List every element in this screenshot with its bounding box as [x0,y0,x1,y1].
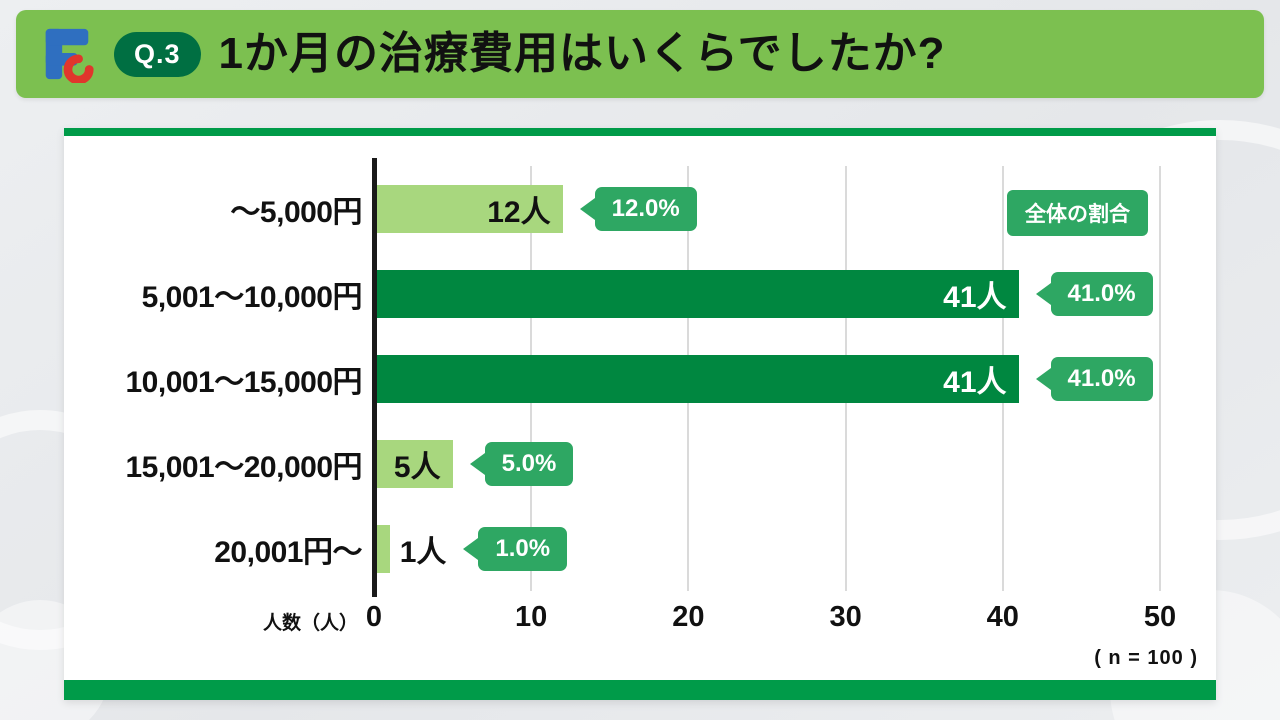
percent-badge: 41.0% [1050,271,1153,316]
bar-chart: ～5,000円 5,001～10,000円 10,001～15,000円 15,001… [64,128,1216,643]
brand-logo-icon [38,25,96,85]
chart-row: 1人 1.0% [374,506,1160,591]
count-label: 1人 [399,535,447,569]
header-banner: Q.3 1か月の治療費用はいくらでしたか? [16,10,1264,98]
count-label: 41人 [943,280,1007,314]
percent-badge: 41.0% [1050,356,1153,401]
bar: 12人 [374,184,563,233]
x-axis-label: 人数（人） [262,613,358,634]
y-axis-line [372,158,377,597]
x-tick-label: 10 [515,601,548,633]
percent-badge: 1.0% [478,526,568,571]
bar-rows: 12人 12.0% 41人 41.0% 41人 41.0% 5人 5.0% 1人 1.0% [374,166,1160,591]
category-label: ～5,000円 [230,195,362,229]
gridline [1159,166,1161,591]
count-label: 12人 [487,195,551,229]
bar: 5人 [374,439,453,488]
category-label: 20,001円～ [214,535,362,569]
plot-rows-area: 全体の割合 12人 12.0% 41人 41.0% 41人 41.0% 5人 5.0% 1人 1.… [372,158,1161,597]
category-label: 10,001～15,000円 [125,365,362,399]
plot-area: 全体の割合 12人 12.0% 41人 41.0% 41人 41.0% 5人 5.0% 1人 1.… [263,158,1176,643]
chart-row: 41人 41.0% [374,336,1160,421]
count-label: 5人 [393,450,441,484]
x-tick-label: 0 [365,601,383,633]
bar [374,524,390,573]
x-tick-label: 40 [986,601,1019,633]
chart-row: 41人 41.0% [374,251,1160,336]
category-label: 15,001～20,000円 [125,450,362,484]
category-label: 5,001～10,000円 [141,280,363,314]
x-axis: 人数（人） 0 10 20 30 40 50 [263,599,1176,643]
bar: 41人 [374,269,1019,318]
chart-row: 5人 5.0% [374,421,1160,506]
sample-size-note: ( n = 100 ) [1094,647,1198,669]
legend-badge: 全体の割合 [1007,190,1148,236]
card-top-accent [64,128,1216,136]
x-tick-label: 20 [672,601,705,633]
category-labels-column: ～5,000円 5,001～10,000円 10,001～15,000円 15,001… [64,166,374,643]
question-title: 1か月の治療費用はいくらでしたか? [218,29,946,78]
count-label: 41人 [943,365,1007,399]
card-bottom-accent [64,680,1216,700]
x-tick-label: 50 [1143,601,1177,633]
chart-card: ～5,000円 5,001～10,000円 10,001～15,000円 15,001… [64,128,1216,700]
chart-row: 12人 12.0% [374,166,1160,251]
percent-badge: 5.0% [484,441,574,486]
x-tick-label: 30 [829,601,862,633]
question-number-badge: Q.3 [114,31,201,77]
percent-badge: 12.0% [594,186,697,231]
bar: 41人 [374,354,1019,403]
